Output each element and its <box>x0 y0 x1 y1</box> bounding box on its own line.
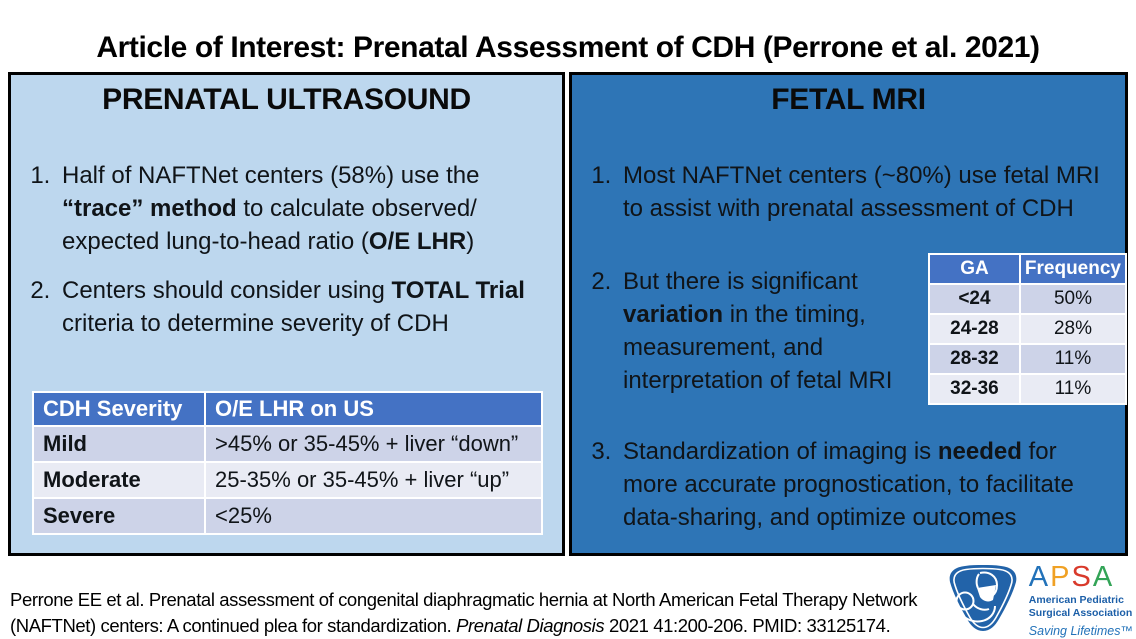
ga-range: 24-28 <box>928 313 1021 345</box>
apsa-letter: A <box>1092 561 1115 593</box>
table-row-ga-24-28: 24-28 28% <box>928 313 1128 345</box>
apsa-letter: A <box>1028 561 1051 593</box>
text-segment: Standardization of imaging is <box>623 438 938 465</box>
apsa-logo-text: APSA American Pediatric Surgical Associa… <box>1029 560 1133 638</box>
text-segment: ) <box>466 228 475 255</box>
ultrasound-list: Half of NAFTNet centers (58%) use the “t… <box>23 159 554 356</box>
severity-value-mild: >45% or 35-45% + liver “down” <box>204 425 543 463</box>
header-frequency: Frequency <box>1018 253 1128 285</box>
ga-frequency: 11% <box>1018 343 1128 375</box>
text-segment: But there is significant <box>623 268 858 295</box>
ga-range: 28-32 <box>928 343 1021 375</box>
apsa-letter: P <box>1050 561 1072 593</box>
apsa-org-line2: Surgical Association <box>1028 606 1133 619</box>
header-ga: GA <box>928 253 1021 285</box>
ultrasound-item-2: Centers should consider using TOTAL Tria… <box>57 274 554 340</box>
apsa-logo-mark <box>949 565 1017 631</box>
severity-label-severe: Severe <box>32 497 206 535</box>
text-segment: Centers should consider using <box>62 277 392 304</box>
cdh-severity-table: CDH Severity O/E LHR on US Mild >45% or … <box>32 391 543 535</box>
table-row-ga-32-36: 32-36 11% <box>928 373 1128 405</box>
ga-range: <24 <box>928 283 1021 315</box>
citation-text: Perrone EE et al. Prenatal assessment of… <box>10 588 918 636</box>
header-cdh-severity: CDH Severity <box>32 391 206 427</box>
text-segment-bold: variation <box>623 301 724 328</box>
ga-frequency: 50% <box>1018 283 1128 315</box>
text-segment-bold: needed <box>937 438 1022 465</box>
apsa-logo: APSA American Pediatric Surgical Associa… <box>942 560 1133 638</box>
mri-item-2: But there is significant variation in th… <box>618 265 956 397</box>
citation: Perrone EE et al. Prenatal assessment of… <box>10 587 955 639</box>
apsa-org-name: American Pediatric Surgical Association <box>1029 594 1133 619</box>
severity-value-moderate: 25-35% or 35-45% + liver “up” <box>204 461 543 499</box>
text-segment: to calculate observed/ expected lung-to-… <box>62 195 477 255</box>
severity-label-mild: Mild <box>32 425 206 463</box>
table-row-severe: Severe <25% <box>32 497 543 535</box>
ga-frequency-table: GA Frequency <24 50% 24-28 28% 28-32 11%… <box>928 253 1128 405</box>
severity-label-moderate: Moderate <box>32 461 206 499</box>
ga-range: 32-36 <box>928 373 1021 405</box>
table-row-mild: Mild >45% or 35-45% + liver “down” <box>32 425 543 463</box>
table-row-ga-28-32: 28-32 11% <box>928 343 1128 375</box>
ultrasound-item-1: Half of NAFTNet centers (58%) use the “t… <box>57 159 554 258</box>
apsa-org-line1: American Pediatric <box>1028 594 1124 606</box>
ga-frequency: 11% <box>1018 373 1128 405</box>
ultrasound-panel: PRENATAL ULTRASOUND Half of NAFTNet cent… <box>8 72 565 556</box>
table-header-row: GA Frequency <box>928 253 1128 285</box>
text-segment-bold: TOTAL Trial <box>391 277 525 304</box>
text-segment: criteria to determine severity of CDH <box>62 310 449 337</box>
severity-value-severe: <25% <box>204 497 543 535</box>
text-segment-bold: O/E LHR <box>368 228 467 255</box>
footer: Perrone EE et al. Prenatal assessment of… <box>0 559 1136 639</box>
ga-frequency: 28% <box>1018 313 1128 345</box>
mri-list: Most NAFTNet centers (~80%) use fetal MR… <box>584 159 1117 550</box>
mri-item-3: Standardization of imaging is needed for… <box>618 435 1117 534</box>
text-segment-bold: “trace” method <box>62 195 237 222</box>
text-segment: for more accurate prognostication, to fa… <box>623 438 1074 531</box>
mri-heading: FETAL MRI <box>771 83 926 116</box>
text-segment: in the timing, measurement, and interpre… <box>623 301 893 394</box>
mri-item-1: Most NAFTNet centers (~80%) use fetal MR… <box>618 159 1117 225</box>
citation-text: 2021 41:200-206. PMID: 33125174. <box>604 614 891 636</box>
ultrasound-heading: PRENATAL ULTRASOUND <box>102 83 471 116</box>
journal-name: Prenatal Diagnosis <box>456 614 605 636</box>
table-header-row: CDH Severity O/E LHR on US <box>32 391 543 427</box>
apsa-letter: S <box>1071 561 1093 593</box>
apsa-acronym: APSA <box>1029 562 1133 592</box>
table-row-ga-lt24: <24 50% <box>928 283 1128 315</box>
text-segment: Half of NAFTNet centers (58%) use the <box>62 162 480 189</box>
table-row-moderate: Moderate 25-35% or 35-45% + liver “up” <box>32 461 543 499</box>
mri-panel: FETAL MRI Most NAFTNet centers (~80%) us… <box>569 72 1128 556</box>
header-oe-lhr: O/E LHR on US <box>204 391 543 427</box>
page-title: Article of Interest: Prenatal Assessment… <box>96 31 1040 65</box>
apsa-tagline: Saving Lifetimes™ <box>1028 624 1133 638</box>
